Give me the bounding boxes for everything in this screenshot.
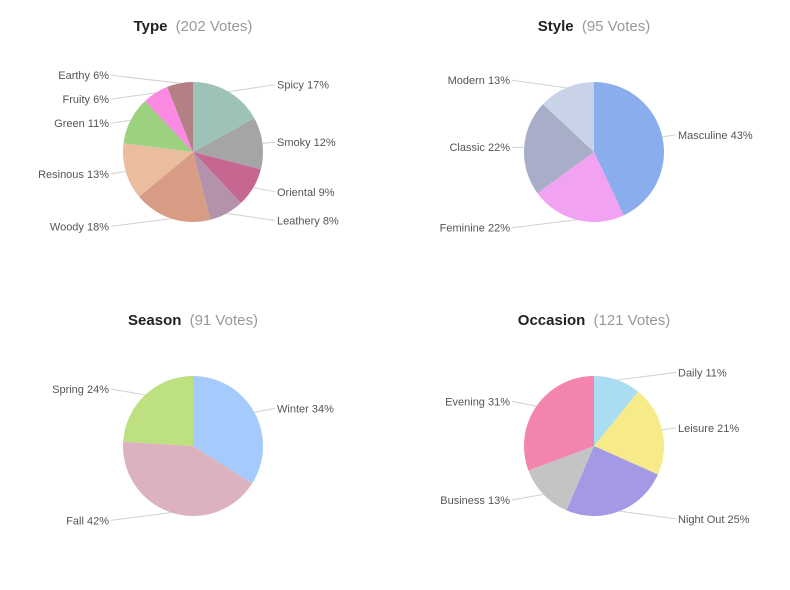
slice-label-earthy: Earthy 6% [58,70,109,82]
slice-label-leathery: Leathery 8% [277,216,339,228]
leader-line-modern [511,79,567,89]
pie-slices [122,82,263,223]
leader-line-spicy [228,84,276,93]
pie-slice-modern [542,82,594,152]
type-pie-chart: Type (202 Votes) Spicy 17% Smoky 12% Orien… [38,18,339,233]
pie-slice-masculine [594,82,664,216]
pie-slice-leathery [193,152,241,220]
slice-label-daily: Daily 11% [678,367,727,379]
chart-title-votes: (95 Votes) [582,18,650,35]
pie-slices [523,375,665,516]
slice-label-oriental: Oriental 9% [277,187,335,199]
slice-label-green: Green 11% [54,118,109,130]
slice-label-classic: Classic 22% [449,142,510,154]
slice-label-fruity: Fruity 6% [63,94,110,106]
leader-line-night-out [619,510,677,520]
pie-slice-leisure [594,391,665,475]
leader-lines [511,79,677,229]
leader-lines [110,74,276,227]
leader-lines [110,388,276,521]
occasion-pie-chart: Occasion (121 Votes) Daily 11% Leisure 21… [440,312,749,526]
pie-slice-evening [523,375,594,471]
slice-label-winter: Winter 34% [277,403,334,415]
pie-slices [524,82,664,222]
leader-line-fall [110,512,172,521]
slice-label-fall: Fall 42% [66,515,109,527]
slice-label-feminine: Feminine 22% [440,223,511,235]
pie-slice-spicy [193,82,255,152]
slice-label-resinous: Resinous 13% [38,169,109,181]
chart-title: Season (91 Votes) [128,312,258,329]
slice-label-smoky: Smoky 12% [277,137,336,149]
chart-title-main: Occasion [518,312,586,329]
pie-slice-winter [193,376,263,484]
slice-label-spicy: Spicy 17% [277,80,329,92]
chart-title-votes: (202 Votes) [176,18,253,35]
leader-line-daily [617,371,677,381]
chart-title-main: Style [538,18,574,35]
leader-line-smoky [262,141,276,144]
pie-slice-oriental [193,152,261,204]
pie-slice-smoky [193,118,263,170]
pie-slice-night-out [566,446,658,516]
leader-line-oriental [253,187,276,193]
slice-label-leisure: Leisure 21% [678,423,739,435]
pie-slices [123,376,263,516]
leader-line-spring [110,388,146,396]
chart-title-main: Type [134,18,168,35]
leader-line-leathery [226,212,276,222]
leader-line-fruity [110,92,156,100]
slice-label-night-out: Night Out 25% [678,514,750,526]
leader-line-classic [511,146,525,149]
leader-lines [511,371,677,520]
chart-title: Occasion (121 Votes) [518,312,670,329]
leader-line-feminine [511,219,577,229]
slice-label-woody: Woody 18% [50,221,109,233]
chart-title-votes: (121 Votes) [593,312,670,329]
style-pie-chart: Style (95 Votes) Masculine 43% Feminine 2… [440,18,753,235]
leader-line-leisure [662,427,677,431]
pie-slice-business [528,446,594,511]
chart-title-main: Season [128,312,181,329]
pie-slice-green [123,100,193,152]
chart-title: Style (95 Votes) [538,18,650,35]
leader-line-masculine [662,134,677,138]
pie-slice-woody [139,152,211,223]
slice-labels: Spicy 17% Smoky 12% Oriental 9% Leathery 8%… [38,70,339,233]
slice-labels: Masculine 43% Feminine 22% Classic 22% Mode… [440,75,753,235]
leader-line-earthy [110,74,180,84]
pie-slice-classic [524,104,594,194]
pie-slice-feminine [537,152,624,222]
pie-slice-fruity [145,86,193,152]
slice-label-modern: Modern 13% [448,75,511,87]
leader-line-business [511,493,544,501]
slice-label-masculine: Masculine 43% [678,130,753,142]
pie-slice-resinous [122,143,193,197]
pie-slice-fall [123,441,253,516]
slice-label-evening: Evening 31% [445,396,510,408]
leader-line-evening [511,400,537,407]
slice-labels: Daily 11% Leisure 21% Night Out 25% Busines… [440,367,749,525]
slice-label-business: Business 13% [440,495,510,507]
leader-line-green [110,119,131,124]
chart-title: Type (202 Votes) [134,18,253,35]
pie-slice-spring [123,376,193,446]
slice-labels: Winter 34% Fall 42% Spring 24% [52,384,334,527]
leader-line-woody [110,218,172,227]
slice-label-spring: Spring 24% [52,384,109,396]
leader-line-winter [254,407,276,413]
pie-slice-daily [594,375,639,446]
season-pie-chart: Season (91 Votes) Winter 34% Fall 42% Spri… [52,312,334,527]
pie-slice-earthy [167,82,193,152]
leader-line-resinous [110,171,126,175]
chart-title-votes: (91 Votes) [190,312,258,329]
